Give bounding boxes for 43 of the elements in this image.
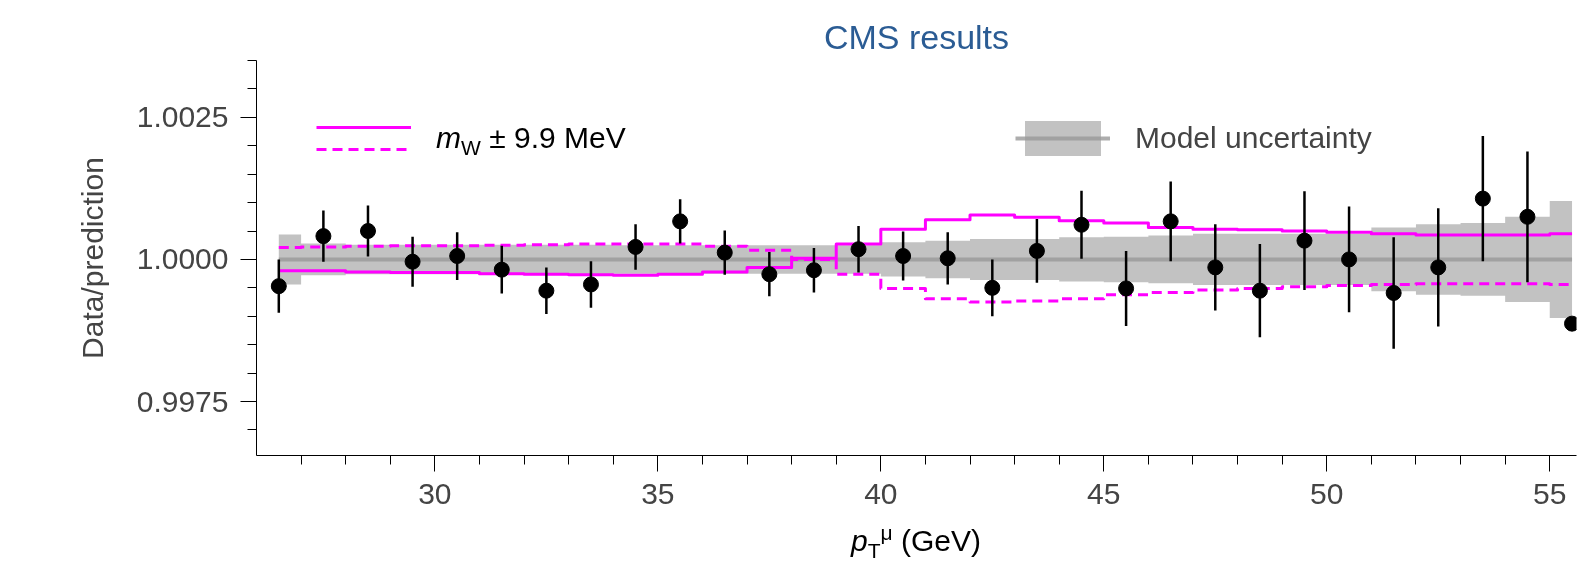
chart-title: CMS results [823, 17, 1010, 56]
point [1118, 280, 1135, 297]
y-tick-label: 1.0000 [136, 242, 229, 276]
x-tick-label: 50 [1310, 476, 1344, 510]
point [493, 261, 510, 278]
point [582, 276, 599, 293]
point [761, 266, 778, 283]
point [404, 253, 421, 270]
point [270, 278, 287, 295]
point [1162, 213, 1179, 230]
point [805, 262, 822, 279]
y-axis-title: Data/prediction [75, 157, 109, 359]
point [1519, 208, 1536, 225]
point [1474, 190, 1491, 207]
point [449, 248, 466, 264]
point [716, 244, 733, 261]
point [315, 228, 332, 245]
legend-label: m$_{W}$ ± 9.9 MeV [436, 120, 626, 161]
point [1430, 259, 1447, 276]
point [1341, 251, 1358, 268]
point [939, 250, 956, 267]
point [984, 279, 1001, 296]
x-tick-label: 35 [641, 476, 675, 510]
y-tick-label: 1.0025 [136, 100, 229, 134]
point [1028, 242, 1045, 259]
point [359, 223, 376, 239]
point [895, 248, 912, 264]
point [850, 241, 867, 258]
point [1385, 284, 1402, 301]
point [538, 282, 555, 299]
y-tick-label: 0.9975 [136, 384, 229, 418]
x-tick-label: 40 [864, 476, 898, 510]
point [672, 213, 689, 230]
point [627, 238, 644, 255]
point [1296, 232, 1313, 249]
point [1251, 282, 1268, 299]
x-axis-title: p$_{T}$$^{μ}$ (GeV) [849, 520, 982, 564]
point [1207, 259, 1224, 276]
x-tick-label: 45 [1087, 476, 1121, 510]
point [1073, 216, 1090, 233]
x-tick-label: 30 [418, 476, 452, 510]
x-tick-label: 55 [1533, 476, 1567, 510]
legend-label: Model uncertainty [1135, 120, 1372, 156]
